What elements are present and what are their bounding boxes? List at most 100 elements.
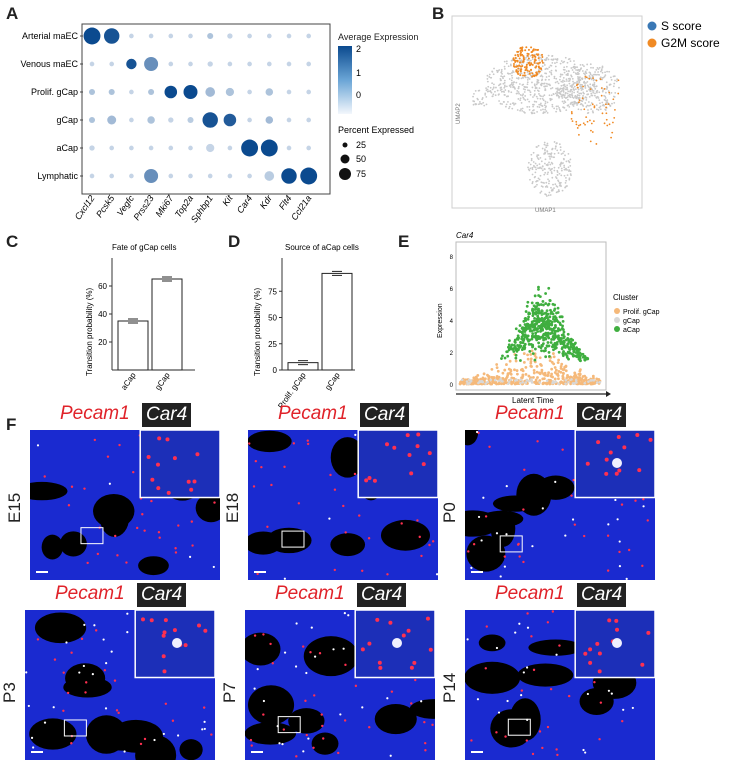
- umap-point: [492, 83, 495, 86]
- scatter-point: [560, 326, 564, 330]
- umap-point: [524, 88, 526, 91]
- umap-point: [566, 92, 569, 95]
- scatter-point: [517, 348, 520, 351]
- scatter-point: [522, 319, 526, 323]
- umap-point: [604, 74, 607, 76]
- scatter-point: [534, 310, 538, 314]
- scatter-point: [537, 335, 541, 339]
- umap-point: [528, 89, 531, 92]
- umap-point: [547, 54, 550, 57]
- umap-point: [598, 66, 601, 69]
- scatter-point: [508, 371, 512, 375]
- umap-point: [522, 88, 525, 90]
- umap-point: [614, 79, 616, 82]
- y-tick-label: 0: [450, 383, 454, 389]
- expression-dot: [306, 61, 312, 67]
- umap-point-g2m: [608, 91, 611, 94]
- umap-point-g2m: [571, 120, 574, 123]
- scatter-point: [557, 377, 560, 381]
- umap-point: [503, 68, 506, 70]
- scatter-point: [469, 379, 473, 383]
- umap-point: [540, 58, 543, 60]
- umap-point: [519, 97, 522, 100]
- umap-point-g2m: [523, 74, 526, 77]
- umap-point-g2m: [614, 108, 616, 111]
- umap-point: [570, 86, 573, 88]
- umap-point: [562, 102, 565, 105]
- expression-dot: [188, 145, 193, 151]
- scatter-point: [514, 359, 518, 363]
- marker-label-pecam1: Pecam1: [55, 583, 125, 604]
- marker-label-pecam1: Pecam1: [495, 583, 565, 604]
- umap-point: [559, 165, 562, 167]
- umap-point: [601, 104, 604, 107]
- umap-point: [585, 105, 588, 108]
- scatter-point: [496, 369, 500, 373]
- scatter-point: [577, 354, 581, 357]
- umap-point: [548, 78, 550, 81]
- umap-plot: UMAP1 UMAP2 S score G2M score: [451, 15, 720, 214]
- umap-point-g2m: [590, 129, 592, 132]
- umap-point: [537, 69, 540, 71]
- gene-label: Car4: [235, 193, 254, 215]
- umap-point: [592, 66, 594, 69]
- umap-point-g2m: [531, 54, 534, 57]
- stage-label: P3: [0, 682, 19, 703]
- umap-point: [563, 150, 565, 153]
- scatter-point: [495, 366, 499, 370]
- scatter-point: [536, 314, 540, 318]
- expression-dot: [266, 61, 272, 67]
- scatter-point: [559, 337, 563, 341]
- umap-point: [546, 173, 549, 176]
- scatter-point: [460, 381, 464, 385]
- scatter-point: [506, 382, 510, 386]
- umap-point-g2m: [531, 63, 534, 66]
- umap-point: [528, 105, 531, 108]
- umap-point: [543, 141, 546, 144]
- umap-point: [481, 97, 484, 99]
- umap-point: [504, 105, 507, 108]
- scatter-point: [550, 338, 553, 341]
- pct-legend-label: 50: [356, 154, 366, 164]
- airspace: [537, 475, 575, 500]
- umap-point: [585, 72, 588, 75]
- umap-point: [554, 58, 557, 61]
- umap-point: [546, 142, 549, 145]
- umap-point: [565, 109, 568, 112]
- scatter-point: [545, 344, 549, 348]
- umap-point: [577, 88, 580, 91]
- umap-point: [605, 81, 608, 84]
- scatter-point: [533, 324, 537, 327]
- umap-point: [564, 92, 567, 95]
- umap-point: [485, 87, 488, 90]
- panel-label-c: C: [6, 232, 19, 251]
- scatter-point: [527, 374, 531, 378]
- scatter-point: [494, 381, 497, 384]
- umap-point: [578, 94, 581, 97]
- umap-point: [582, 91, 585, 94]
- umap-point: [593, 85, 595, 88]
- umap-point: [517, 77, 520, 80]
- umap-point: [536, 110, 538, 113]
- scatter-point: [561, 371, 565, 375]
- umap-point: [521, 109, 524, 112]
- umap-point: [549, 158, 551, 160]
- pct-legend-dot: [340, 154, 350, 164]
- umap-point: [604, 97, 607, 99]
- scatter-point: [546, 323, 549, 327]
- airspace: [528, 639, 583, 656]
- umap-point-g2m: [527, 61, 530, 64]
- umap-point: [527, 89, 529, 92]
- umap-point: [540, 74, 543, 77]
- umap-point: [573, 100, 576, 103]
- umap-point: [542, 108, 544, 111]
- umap-point: [565, 160, 568, 163]
- umap-point-g2m: [578, 99, 581, 102]
- umap-point: [544, 151, 547, 154]
- umap-point: [545, 110, 548, 113]
- scatter-point: [532, 371, 536, 375]
- umap-point: [562, 91, 565, 93]
- umap-point-g2m: [600, 87, 603, 89]
- scatter-point: [503, 356, 507, 360]
- scatter-point: [551, 312, 555, 316]
